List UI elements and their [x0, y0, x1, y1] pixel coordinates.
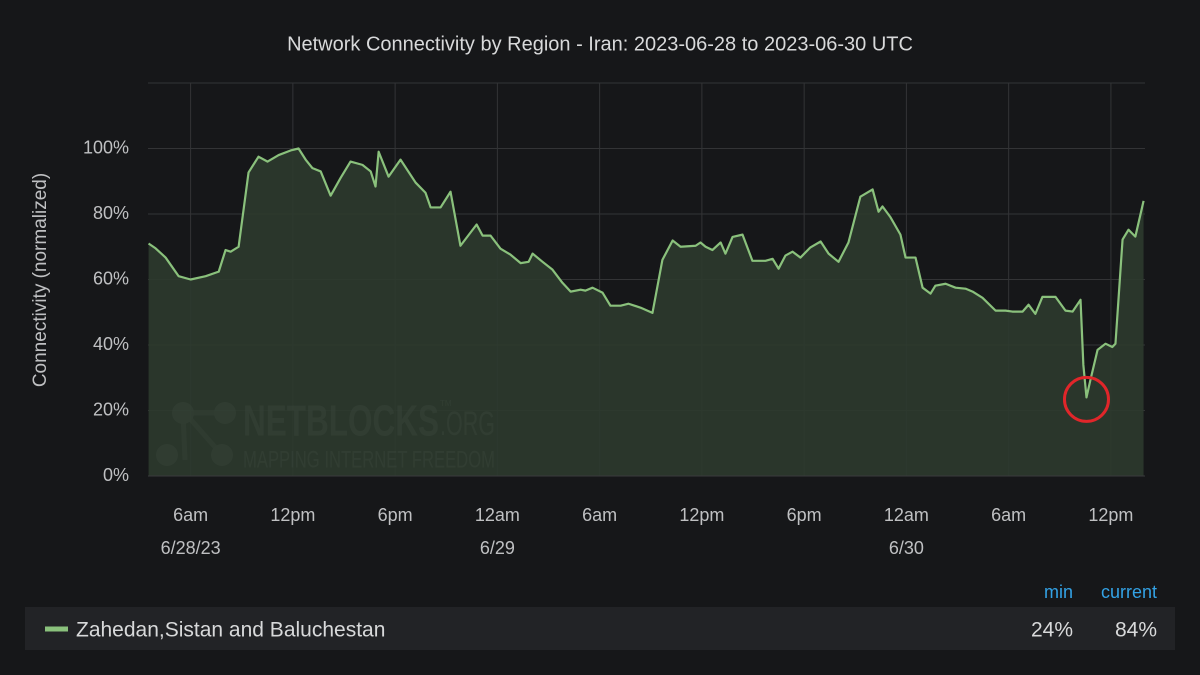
- series-line: [147, 147, 1145, 399]
- x-tick-label: 12am: [884, 505, 929, 525]
- area-fill: [148, 148, 1144, 476]
- y-tick-label: 0%: [103, 465, 129, 485]
- y-tick-label: 60%: [93, 268, 129, 288]
- legend-stat-header: min: [1044, 582, 1073, 602]
- legend-stat-header: current: [1101, 582, 1157, 602]
- x-date-label: 6/28/23: [161, 538, 221, 558]
- legend-row: [25, 607, 1175, 650]
- annotation-circle: [1062, 375, 1110, 423]
- chart-title: Network Connectivity by Region - Iran: 2…: [287, 33, 913, 55]
- y-tick-label: 100%: [83, 137, 129, 157]
- legend-label: Zahedan,Sistan and Baluchestan: [76, 619, 385, 642]
- x-tick-label: 6am: [991, 505, 1026, 525]
- x-tick-label: 12pm: [679, 505, 724, 525]
- x-date-label: 6/29: [480, 538, 515, 558]
- x-date-label: 6/30: [889, 538, 924, 558]
- x-tick-label: 12am: [475, 505, 520, 525]
- x-tick-label: 12pm: [270, 505, 315, 525]
- x-tick-label: 6pm: [378, 505, 413, 525]
- y-tick-label: 40%: [93, 334, 129, 354]
- y-axis-label: Connectivity (normalized): [30, 173, 51, 387]
- x-tick-label: 6am: [582, 505, 617, 525]
- y-tick-label: 80%: [93, 203, 129, 223]
- y-tick-label: 20%: [93, 399, 129, 419]
- legend-stat-value: 24%: [1031, 619, 1073, 642]
- x-tick-label: 6pm: [787, 505, 822, 525]
- x-tick-label: 6am: [173, 505, 208, 525]
- legend-stat-value: 84%: [1115, 619, 1157, 642]
- x-tick-label: 12pm: [1088, 505, 1133, 525]
